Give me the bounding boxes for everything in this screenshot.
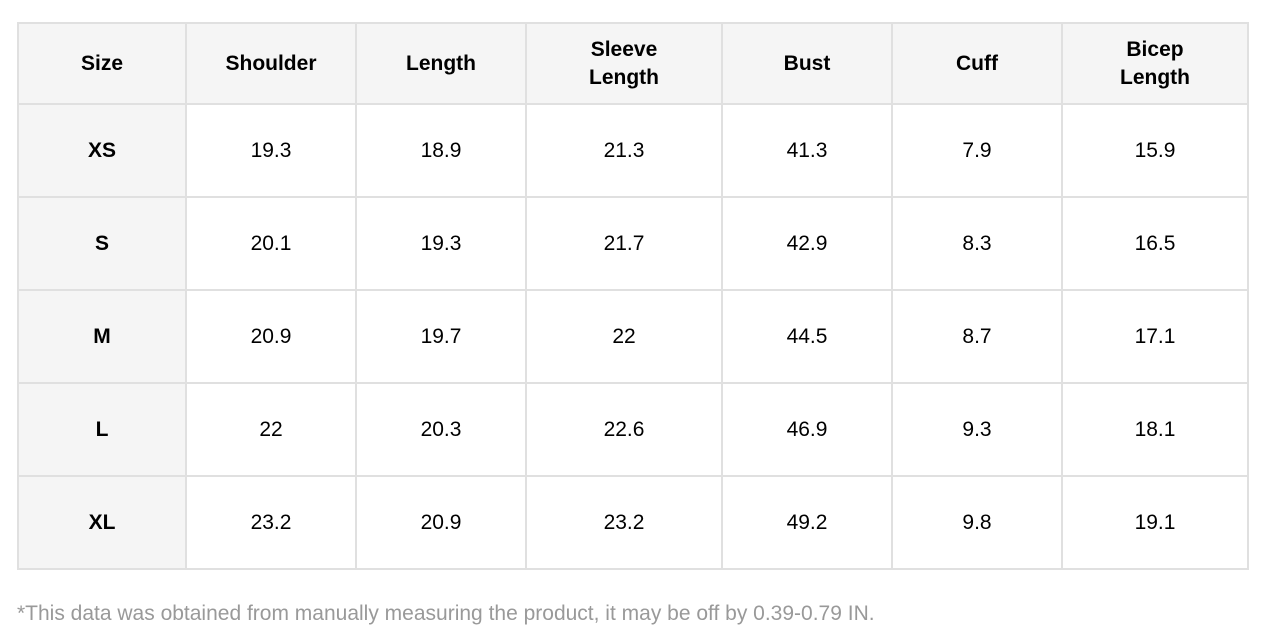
value-cell: 7.9	[891, 103, 1063, 198]
value-cell: 8.7	[891, 289, 1063, 384]
value-cell: 22	[525, 289, 723, 384]
table-row: S 20.1 19.3 21.7 42.9 8.3 16.5	[17, 196, 1249, 291]
value-cell: 20.3	[355, 382, 527, 477]
value-cell: 44.5	[721, 289, 893, 384]
value-cell: 18.1	[1061, 382, 1249, 477]
header-cell: Length	[355, 22, 527, 105]
header-cell: Sleeve Length	[525, 22, 723, 105]
size-cell: XL	[17, 475, 187, 570]
header-cell: Size	[17, 22, 187, 105]
header-cell: Cuff	[891, 22, 1063, 105]
header-text: Length	[406, 51, 476, 75]
value-cell: 23.2	[185, 475, 357, 570]
size-cell: L	[17, 382, 187, 477]
header-row: Size Shoulder Length Sleeve Length Bust Cuff B…	[17, 22, 1249, 105]
table-row: L 22 20.3 22.6 46.9 9.3 18.1	[17, 382, 1249, 477]
size-cell: XS	[17, 103, 187, 198]
value-cell: 41.3	[721, 103, 893, 198]
value-cell: 46.9	[721, 382, 893, 477]
value-cell: 42.9	[721, 196, 893, 291]
header-text: Shoulder	[225, 51, 317, 75]
value-cell: 21.3	[525, 103, 723, 198]
value-cell: 21.7	[525, 196, 723, 291]
value-cell: 16.5	[1061, 196, 1249, 291]
table-row: M 20.9 19.7 22 44.5 8.7 17.1	[17, 289, 1249, 384]
size-table: Size Shoulder Length Sleeve Length Bust Cuff B…	[17, 22, 1249, 570]
size-cell: M	[17, 289, 187, 384]
header-cell: Bust	[721, 22, 893, 105]
table-head: Size Shoulder Length Sleeve Length Bust Cuff B…	[17, 22, 1249, 105]
value-cell: 19.7	[355, 289, 527, 384]
value-cell: 17.1	[1061, 289, 1249, 384]
value-cell: 9.8	[891, 475, 1063, 570]
header-text: Bust	[783, 51, 831, 75]
value-cell: 23.2	[525, 475, 723, 570]
value-cell: 19.3	[185, 103, 357, 198]
table-row: XS 19.3 18.9 21.3 41.3 7.9 15.9	[17, 103, 1249, 198]
value-cell: 20.9	[185, 289, 357, 384]
value-cell: 15.9	[1061, 103, 1249, 198]
size-cell: S	[17, 196, 187, 291]
footnote: *This data was obtained from manually me…	[17, 602, 875, 625]
header-text: Sleeve Length	[589, 37, 659, 89]
header-cell: Bicep Length	[1061, 22, 1249, 105]
header-text: Cuff	[956, 51, 998, 75]
value-cell: 20.9	[355, 475, 527, 570]
header-cell: Shoulder	[185, 22, 357, 105]
value-cell: 19.3	[355, 196, 527, 291]
header-text: Bicep Length	[1120, 37, 1190, 89]
value-cell: 19.1	[1061, 475, 1249, 570]
value-cell: 20.1	[185, 196, 357, 291]
value-cell: 18.9	[355, 103, 527, 198]
table-body: XS 19.3 18.9 21.3 41.3 7.9 15.9 S 20.1 19.3 21.7 42…	[17, 103, 1249, 570]
table-row: XL 23.2 20.9 23.2 49.2 9.8 19.1	[17, 475, 1249, 570]
value-cell: 49.2	[721, 475, 893, 570]
value-cell: 9.3	[891, 382, 1063, 477]
value-cell: 22.6	[525, 382, 723, 477]
value-cell: 8.3	[891, 196, 1063, 291]
value-cell: 22	[185, 382, 357, 477]
header-text: Size	[80, 51, 124, 75]
